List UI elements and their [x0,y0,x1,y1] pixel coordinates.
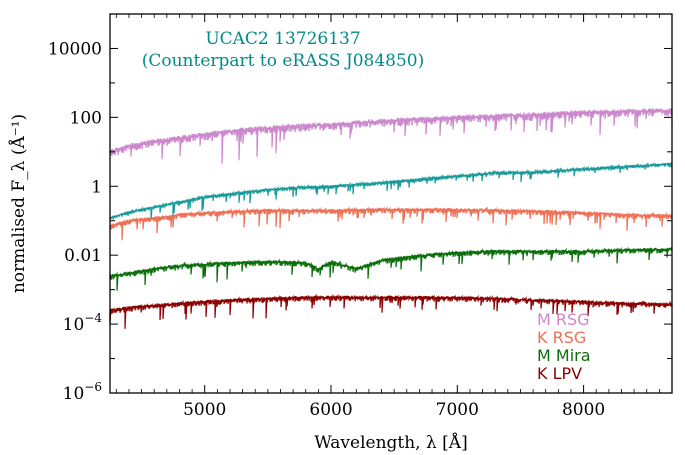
y-tick-label: 10−4 [63,311,103,335]
series-layer [109,107,673,329]
x-tick-label: 6000 [309,400,352,420]
x-tick-label: 7000 [436,400,479,420]
y-tick-label: 0.01 [64,246,102,266]
ticks-layer [110,13,673,394]
series-m-mira [109,246,673,291]
plot-frame [109,13,673,394]
annotation-line-2: (Counterpart to eRASS J084850) [142,51,425,71]
y-tick-label: 1 [91,177,102,197]
series-k-rsg [109,206,673,241]
x-tick-label: 8000 [562,400,605,420]
y-axis-label: normalised F_λ (Å⁻¹) [8,114,29,293]
y-tick-label: 100 [70,108,102,128]
tick-labels: 5000 6000 7000 8000 10−6 10−4 0.01 1 100 10000 [48,39,605,420]
legend-item-k-lpv: K LPV [537,364,582,383]
legend-item-k-rsg: K RSG [537,328,586,347]
y-tick-label: 10−6 [63,380,102,404]
series-m-rsg [109,107,673,164]
y-tick-label: 10000 [48,39,102,59]
series-ucac2-13726137 [109,161,673,221]
series-k-lpv [109,293,673,329]
legend-item-m-rsg: M RSG [537,310,590,329]
legend-item-m-mira: M Mira [537,346,591,365]
x-axis-label: Wavelength, λ [Å] [314,432,467,453]
x-tick-label: 5000 [183,400,226,420]
annotation-line-1: UCAC2 13726137 [205,29,360,49]
